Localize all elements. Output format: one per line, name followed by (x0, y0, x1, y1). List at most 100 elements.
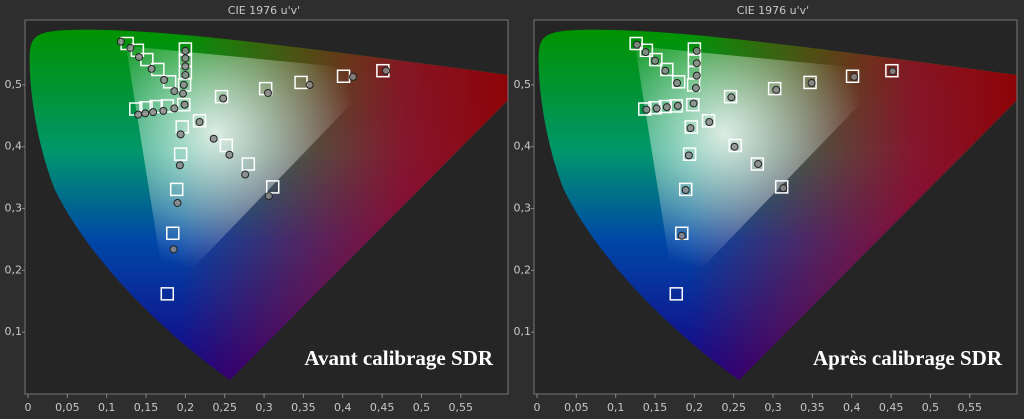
target-marker (728, 138, 743, 153)
target-marker (169, 182, 184, 197)
x-tick-label: 0,25 (721, 401, 746, 414)
x-tick-label: 0 (534, 401, 541, 414)
y-tick-label: 0,5 (514, 78, 532, 91)
measured-marker (705, 118, 714, 126)
measured-marker (176, 130, 185, 139)
target-marker (166, 226, 180, 241)
x-tick-label: 0,15 (643, 401, 668, 414)
target-marker (701, 114, 716, 128)
measured-marker (677, 231, 686, 240)
measured-marker (661, 66, 670, 75)
target-marker (177, 97, 191, 112)
measured-marker (116, 37, 125, 46)
measured-marker (149, 108, 158, 117)
x-tick-label: 0,45 (879, 401, 904, 414)
measured-marker (181, 54, 190, 63)
chart-title: CIE 1976 u'v' (737, 4, 809, 17)
target-marker (214, 89, 229, 104)
measured-marker (807, 79, 816, 88)
target-marker (638, 102, 652, 116)
target-marker (160, 287, 175, 301)
measured-marker (181, 46, 190, 55)
target-marker (686, 97, 700, 112)
x-tick-label: 0,25 (212, 401, 237, 414)
measured-marker (195, 118, 204, 126)
measured-marker (264, 192, 273, 201)
measured-marker (348, 72, 357, 81)
x-tick-label: 0,1 (607, 401, 625, 414)
x-tick-label: 0 (25, 401, 32, 414)
measured-marker (180, 100, 189, 109)
measured-marker (686, 124, 695, 133)
x-tick-label: 0,55 (958, 401, 983, 414)
target-marker (687, 42, 702, 56)
target-marker (767, 81, 782, 96)
measured-marker (888, 67, 897, 76)
x-tick-label: 0,05 (564, 401, 589, 414)
target-marker (629, 36, 643, 51)
x-tick-label: 0,2 (686, 401, 704, 414)
x-tick-label: 0,2 (177, 401, 195, 414)
measured-marker (264, 88, 272, 97)
x-tick-label: 0,5 (413, 401, 431, 414)
target-marker (639, 43, 654, 58)
y-tick-label: 0,4 (5, 140, 23, 153)
measured-marker (684, 151, 693, 160)
measured-marker (779, 184, 788, 193)
annotation: Après calibrage SDR (813, 346, 1003, 370)
measured-marker (126, 43, 135, 52)
target-marker (684, 120, 698, 134)
target-marker (241, 157, 256, 171)
x-tick-label: 0,35 (291, 401, 316, 414)
y-tick-label: 0,1 (514, 325, 532, 338)
x-tick-label: 0,55 (449, 401, 474, 414)
target-marker (265, 180, 280, 194)
target-marker (192, 114, 207, 128)
measured-marker (141, 109, 150, 118)
measured-marker (219, 94, 228, 103)
target-marker (219, 138, 234, 153)
x-tick-label: 0,5 (922, 401, 940, 414)
target-marker (682, 147, 697, 161)
measured-marker (754, 160, 763, 169)
measured-marker (241, 170, 250, 179)
measured-marker (689, 99, 698, 108)
measured-marker (225, 150, 234, 159)
y-tick-label: 0,3 (5, 202, 23, 215)
measured-marker (173, 198, 182, 207)
target-marker (750, 157, 765, 171)
measured-marker (159, 106, 168, 115)
target-marker (845, 69, 860, 84)
measured-marker (692, 71, 701, 80)
measured-marker (662, 103, 671, 112)
measured-marker (651, 56, 660, 65)
measured-marker (175, 161, 184, 170)
gamut-diagram (534, 20, 1024, 394)
y-tick-label: 0,4 (514, 140, 532, 153)
measured-marker (179, 89, 188, 98)
x-tick-label: 0,05 (55, 401, 80, 414)
measured-marker (179, 80, 188, 89)
x-tick-label: 0,4 (334, 401, 352, 414)
measured-marker (147, 64, 156, 73)
x-tick-label: 0,45 (370, 401, 395, 414)
measured-marker (181, 71, 190, 80)
measured-marker (652, 104, 661, 113)
measured-marker (642, 105, 651, 114)
measured-marker (209, 134, 218, 143)
measured-marker (382, 66, 391, 75)
y-tick-label: 0,2 (5, 263, 23, 276)
y-tick-label: 0,5 (5, 78, 23, 91)
target-marker (678, 182, 693, 197)
measured-marker (169, 245, 178, 254)
target-marker (885, 63, 899, 78)
measured-marker (134, 53, 143, 62)
target-marker (723, 89, 738, 104)
measured-marker (850, 72, 859, 81)
measured-marker (772, 85, 781, 94)
measured-marker (181, 62, 190, 71)
annotation: Avant calibrage SDR (304, 346, 493, 370)
measured-marker (170, 104, 179, 113)
chart-title: CIE 1976 u'v' (228, 4, 300, 17)
